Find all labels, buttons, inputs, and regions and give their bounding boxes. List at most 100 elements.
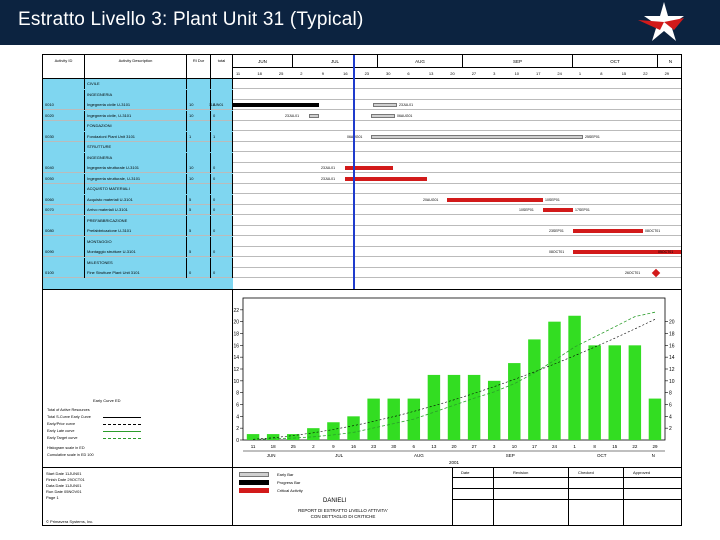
- activity-desc-cell: ACQUISTO MATERIALI: [85, 184, 187, 194]
- col-description[interactable]: Activity Description: [85, 55, 187, 78]
- duration-cell: 5: [187, 226, 211, 236]
- x-tick-label: 18: [271, 444, 277, 449]
- activity-desc-cell: Ingegneria civile U-3101: [85, 100, 187, 110]
- total-cell: [211, 257, 233, 268]
- total-cell: 0: [211, 268, 233, 278]
- total-cell: 0: [211, 173, 233, 184]
- footer-dates: Start Date 11JUN01 Finish Date 29OCT01 D…: [43, 468, 233, 525]
- activity-id-cell: [43, 79, 85, 89]
- activity-row[interactable]: 0070 Arrivo materiali U-3101 5 0 10SEP01 17SE…: [43, 205, 681, 215]
- group-row[interactable]: CIVILE: [43, 79, 681, 89]
- x-tick-label: 1: [573, 444, 576, 449]
- bar-date-label: 08OCT01: [549, 250, 565, 254]
- bar-date-label: 10SEP01: [545, 197, 560, 202]
- week-label: 29: [664, 71, 670, 76]
- x-tick-label: 27: [472, 444, 478, 449]
- progress-bar[interactable]: [233, 103, 319, 107]
- critical-bar[interactable]: [543, 208, 573, 212]
- group-row[interactable]: MONTAGGIO: [43, 236, 681, 247]
- start-date: Start Date 11JUN01: [46, 471, 82, 476]
- activity-id-cell: 0020: [43, 110, 85, 121]
- week-label: 30: [386, 71, 391, 76]
- col-activity-id[interactable]: Activity ID: [43, 55, 85, 78]
- legend-line: [103, 431, 141, 432]
- early-bar[interactable]: [371, 113, 395, 118]
- total-cell: 0: [211, 110, 233, 121]
- col-duration[interactable]: Rl Dur: [187, 55, 211, 78]
- report-footer: Start Date 11JUN01 Finish Date 29OCT01 D…: [43, 467, 681, 525]
- activity-row[interactable]: 0060 Acquisto materiali U-3101 5 0 20AUG01 10…: [43, 194, 681, 205]
- activity-id-cell: [43, 142, 85, 152]
- bar-date-label: 10SEP01: [519, 208, 534, 212]
- duration-cell: 5: [187, 247, 211, 257]
- group-row[interactable]: STRUTTURE: [43, 142, 681, 152]
- total-cell: [211, 79, 233, 89]
- week-label: 22: [643, 71, 648, 76]
- early-bar[interactable]: [371, 134, 583, 139]
- histogram-bar: [508, 363, 521, 440]
- activity-row[interactable]: 0020 Ingegneria civile, U-3101 10 0 23JUL01 0…: [43, 110, 681, 121]
- cumulative-early-curve: [252, 311, 656, 440]
- critical-bar[interactable]: [345, 166, 393, 170]
- group-row[interactable]: PREFABBRICAZIONE: [43, 215, 681, 226]
- group-row[interactable]: MILESTONES: [43, 257, 681, 268]
- x-tick-label: 17: [532, 444, 538, 449]
- histogram-bar: [447, 374, 461, 440]
- report-title: REPORT DI ESTRATTO LIVELLO ATTIVITA' CON…: [298, 508, 388, 519]
- month-label: JUL: [335, 453, 343, 458]
- activity-row[interactable]: 0080 Prefabbricazione U-3101 5 0 23SEP01 08OC…: [43, 226, 681, 236]
- group-row[interactable]: FONDAZIONI: [43, 121, 681, 131]
- total-cell: [211, 236, 233, 247]
- activity-desc-cell: Arrivo materiali U-3101: [85, 205, 187, 215]
- week-label: 20: [450, 71, 455, 76]
- group-row[interactable]: INGEGNERIA: [43, 152, 681, 163]
- activity-desc-cell: INGEGNERIA: [85, 152, 187, 163]
- x-tick-label: 11: [251, 444, 256, 449]
- col-total[interactable]: total: [211, 55, 233, 78]
- histogram-bar: [608, 345, 621, 440]
- group-row[interactable]: ACQUISTO MATERIALI: [43, 184, 681, 194]
- critical-bar[interactable]: [573, 250, 681, 254]
- critical-bar[interactable]: [573, 229, 643, 233]
- y-tick-label: 10: [233, 379, 239, 385]
- y2-tick-label: 8: [669, 391, 672, 397]
- activity-id-cell: [43, 152, 85, 163]
- critical-bar[interactable]: [345, 176, 427, 181]
- group-row[interactable]: INGEGNERIA: [43, 89, 681, 100]
- activity-row[interactable]: 0010 Ingegneria civile U-3101 10 0 11JUN01 23…: [43, 100, 681, 110]
- activity-row[interactable]: 0100 Fine Strutture Plant Unit 3101 0 0 26OC…: [43, 268, 681, 278]
- critical-bar[interactable]: [447, 197, 543, 202]
- month-label: SEP: [506, 453, 515, 458]
- total-cell: 0: [211, 194, 233, 205]
- week-label: 11: [236, 71, 241, 76]
- y-tick-label: 8: [236, 391, 239, 397]
- x-tick-label: 24: [552, 444, 558, 449]
- week-label: 8: [600, 71, 603, 76]
- activity-desc-cell: Fondazioni Plant Unit 3101: [85, 131, 187, 142]
- activity-row[interactable]: 0040 Ingegneria strutturale U-3101 10 0 23JU…: [43, 163, 681, 173]
- activity-desc-cell: Ingegneria strutturale U-3101: [85, 163, 187, 173]
- early-bar[interactable]: [373, 103, 397, 107]
- legend-item: Total S-Curve Early Curve: [47, 415, 91, 419]
- milestone-marker[interactable]: [651, 268, 661, 278]
- table-divider: [453, 488, 681, 489]
- total-cell: 0: [211, 205, 233, 215]
- x-tick-label: 9: [332, 444, 335, 449]
- star-logo-icon: [638, 2, 684, 41]
- activity-desc-cell: MONTAGGIO: [85, 236, 187, 247]
- early-bar[interactable]: [309, 113, 319, 118]
- activity-row[interactable]: 0090 Montaggio strutture U-3101 5 0 08OCT01 0…: [43, 247, 681, 257]
- duration-cell: 10: [187, 163, 211, 173]
- y-tick-label: 0: [236, 438, 239, 444]
- histogram-bar: [588, 345, 601, 440]
- activity-row[interactable]: 0050 Ingegneria strutturale, U-3101 10 0 23J…: [43, 173, 681, 184]
- activity-id-cell: [43, 121, 85, 131]
- column-headers: Activity ID Activity Description Rl Dur …: [43, 55, 233, 79]
- y-tick-label: 16: [233, 343, 239, 349]
- x-tick-label: 3: [493, 444, 496, 449]
- critical-bar-swatch: [239, 488, 269, 493]
- histogram-bar: [327, 422, 340, 440]
- month-row: JUN JUL AUG SEP OCT N: [233, 55, 681, 68]
